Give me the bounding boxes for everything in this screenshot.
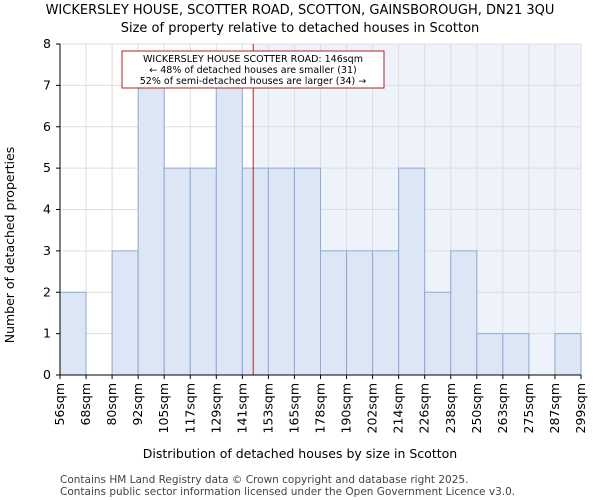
histogram-bar	[215, 84, 243, 376]
histogram-bar	[241, 167, 269, 376]
x-tick-label: 238sqm	[443, 383, 458, 433]
y-axis-label: Number of detached properties	[2, 147, 17, 344]
annotation-frame	[121, 50, 385, 89]
histogram-bar	[554, 333, 582, 376]
histogram-bar	[424, 291, 452, 376]
annotation-box: WICKERSLEY HOUSE SCOTTER ROAD: 146sqm ← …	[121, 50, 385, 89]
histogram-bar	[189, 167, 217, 376]
x-tick-label: 56sqm	[52, 383, 67, 426]
y-tick-label: 0	[43, 367, 51, 382]
histogram-bar	[267, 167, 295, 376]
x-tick-label: 287sqm	[547, 383, 562, 433]
y-tick-label: 6	[43, 119, 51, 134]
x-tick-label: 275sqm	[521, 383, 536, 433]
histogram-bar	[372, 250, 400, 376]
annotation-line-2: ← 48% of detached houses are smaller (31…	[149, 65, 356, 76]
y-tick-label: 2	[43, 284, 51, 299]
y-tick-label: 8	[43, 36, 51, 51]
x-tick-label: 68sqm	[78, 383, 93, 426]
x-tick-label: 80sqm	[104, 383, 119, 426]
x-tick-label: 263sqm	[495, 383, 510, 433]
x-tick-label: 92sqm	[130, 383, 145, 426]
histogram-bar	[476, 333, 504, 376]
y-tick-label: 4	[43, 202, 51, 217]
x-tick-label: 165sqm	[286, 383, 301, 433]
x-tick-label: 178sqm	[313, 383, 328, 433]
histogram-bar	[398, 167, 426, 376]
footer-line-2: Contains public sector information licen…	[60, 486, 515, 498]
footer-line-1: Contains HM Land Registry data © Crown c…	[60, 474, 468, 486]
y-tick-label: 1	[43, 326, 51, 341]
x-tick-label: 250sqm	[469, 383, 484, 433]
y-tick-label: 3	[43, 243, 51, 258]
histogram-bar	[163, 167, 191, 376]
histogram-bar	[111, 250, 139, 376]
x-axis-label: Distribution of detached houses by size …	[143, 446, 457, 461]
x-tick-label: 214sqm	[391, 383, 406, 433]
histogram-bar	[137, 84, 165, 376]
histogram-bar	[450, 250, 478, 376]
x-tick-label: 153sqm	[260, 383, 275, 433]
x-tick-label: 129sqm	[208, 383, 223, 433]
y-tick-label: 7	[43, 77, 51, 92]
histogram-bar	[293, 167, 322, 376]
histogram-bar	[346, 250, 374, 376]
annotation-line-3: 52% of semi-detached houses are larger (…	[140, 76, 367, 87]
x-tick-label: 190sqm	[339, 383, 354, 433]
x-tick-label: 226sqm	[417, 383, 432, 433]
y-tick-label: 5	[43, 160, 51, 175]
x-tick-label: 117sqm	[182, 383, 197, 433]
chart-title: WICKERSLEY HOUSE, SCOTTER ROAD, SCOTTON,…	[46, 3, 555, 18]
histogram-bar	[59, 291, 87, 376]
x-tick-label: 141sqm	[234, 383, 249, 433]
histogram-bar	[502, 333, 530, 376]
x-tick-label: 299sqm	[573, 383, 588, 433]
chart-subtitle: Size of property relative to detached ho…	[121, 21, 480, 36]
x-tick-label: 105sqm	[156, 383, 171, 433]
x-tick-label: 202sqm	[365, 383, 380, 433]
histogram-bar	[320, 250, 348, 376]
annotation-line-1: WICKERSLEY HOUSE SCOTTER ROAD: 146sqm	[143, 54, 363, 65]
